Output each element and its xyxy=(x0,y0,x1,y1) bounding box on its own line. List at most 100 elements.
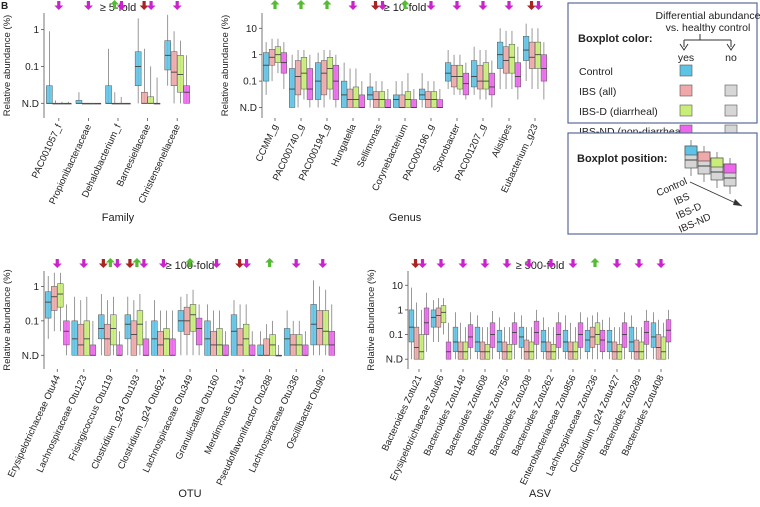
box-ibs-nd xyxy=(489,322,496,348)
y-tick-label: N.D xyxy=(240,103,257,114)
arrow-down-icon xyxy=(546,259,556,268)
x-axis-label: ASV xyxy=(529,488,552,500)
box-ibs xyxy=(611,341,618,360)
box-control xyxy=(151,320,158,356)
arrow-up-icon xyxy=(590,258,600,267)
arrow-down-icon xyxy=(146,1,156,10)
box-ibs-nd xyxy=(410,99,417,108)
box-ibs-nd xyxy=(116,344,123,356)
box-control xyxy=(408,309,415,343)
arrow-down-icon xyxy=(568,259,578,268)
x-tick-label: Alistipes xyxy=(490,122,515,159)
box-ibs-d xyxy=(110,314,117,346)
arrow-down-icon xyxy=(426,1,436,10)
chart-title: ≥ 500-fold xyxy=(516,260,565,272)
y-tick-label: 1 xyxy=(33,282,39,293)
box-ibs-nd xyxy=(195,317,203,346)
box-control xyxy=(98,314,105,340)
box-ibs-d xyxy=(147,96,154,104)
arrow-down-icon xyxy=(54,1,64,10)
box-ibs xyxy=(567,341,574,360)
box-ibs xyxy=(633,339,640,360)
box-ibs xyxy=(523,339,530,360)
box-control xyxy=(71,320,78,356)
legend-color-heading: Boxplot color: xyxy=(578,33,653,45)
box-control xyxy=(105,85,112,104)
box-ibs-nd xyxy=(169,338,176,356)
box-ibs xyxy=(130,320,138,356)
box-ibs-nd xyxy=(183,85,190,104)
legend-swatch-yes xyxy=(679,84,693,97)
box-ibs-nd xyxy=(436,99,443,108)
arrow-down-icon xyxy=(524,259,534,268)
legend-diagram-box-color xyxy=(697,151,711,162)
arrow-down-icon xyxy=(502,259,512,268)
box-control xyxy=(628,326,635,353)
legend-entry-label: IBS (all) xyxy=(579,86,616,98)
box-ibs-nd xyxy=(384,99,391,108)
box-ibs xyxy=(346,88,354,108)
box-ibs-nd xyxy=(445,341,452,360)
arrow-down-icon xyxy=(436,259,446,268)
box-ibs xyxy=(501,341,508,360)
y-axis-label: Relative abundance (%) xyxy=(366,269,377,370)
box-ibs xyxy=(104,323,111,356)
box-ibs xyxy=(51,286,58,311)
box-ibs xyxy=(413,326,420,360)
box-control xyxy=(310,304,317,346)
arrow-up-icon xyxy=(185,258,195,267)
y-tick-label: 1 xyxy=(397,305,403,316)
box-ibs-d xyxy=(326,57,334,90)
legend-swatch-yes xyxy=(679,64,693,77)
box-ibs-d xyxy=(189,304,197,332)
box-ibs-d xyxy=(242,323,250,356)
box-ibs-nd xyxy=(423,307,430,335)
legend-diagram-arrow-line xyxy=(689,181,743,207)
panel-label: B xyxy=(1,1,8,12)
box-ibs xyxy=(316,310,323,346)
box-control xyxy=(283,328,291,356)
x-axis-label: Genus xyxy=(389,212,422,224)
box-ibs-nd xyxy=(599,329,606,353)
y-tick-label: N.D xyxy=(22,99,39,110)
box-ibs xyxy=(502,46,510,74)
box-control xyxy=(124,314,131,340)
box-ibs-nd xyxy=(540,54,547,82)
arrow-down-icon xyxy=(634,259,644,268)
box-ibs-d xyxy=(572,341,579,360)
y-tick-label: 1 xyxy=(251,50,257,61)
legend-color-box xyxy=(567,2,758,124)
box-control xyxy=(257,344,264,356)
arrow-down-icon xyxy=(139,259,149,268)
arrow-down-icon xyxy=(139,1,149,10)
legend-bracket-arrows xyxy=(679,43,736,51)
box-ibs xyxy=(157,330,164,356)
arrow-down-icon xyxy=(478,1,488,10)
arrow-up-icon xyxy=(322,0,332,9)
box-control xyxy=(584,329,591,353)
arrow-up-icon xyxy=(105,258,115,267)
box-ibs-nd xyxy=(621,322,628,348)
chart-panel: ≥ 500-fold N.D 0.1 1 10 Relative abundance (%… xyxy=(366,258,672,500)
box-ibs-d xyxy=(177,55,184,93)
legend-swatch-no xyxy=(724,84,738,97)
box-ibs-nd xyxy=(302,344,309,356)
box-control xyxy=(606,329,613,353)
arrow-down-icon xyxy=(348,1,358,10)
arrow-down-icon xyxy=(504,1,514,10)
box-control xyxy=(474,326,481,353)
legend-title-line2: vs. healthy control xyxy=(666,22,751,34)
box-control xyxy=(75,100,83,104)
x-tick-label: Sellimonas xyxy=(355,122,385,169)
box-ibs xyxy=(655,334,662,360)
x-axis-label: Family xyxy=(102,212,135,224)
y-tick-label: 1 xyxy=(33,25,39,36)
x-tick-label: Hungatella xyxy=(330,122,359,168)
legend-position-heading: Boxplot position: xyxy=(577,153,667,165)
box-ibs-nd xyxy=(555,322,562,348)
box-ibs-d xyxy=(638,341,645,360)
box-ibs-d xyxy=(136,310,144,346)
legend-entry-label: Control xyxy=(579,66,613,78)
legend-swatch-yes xyxy=(679,104,693,117)
box-control xyxy=(134,51,142,86)
